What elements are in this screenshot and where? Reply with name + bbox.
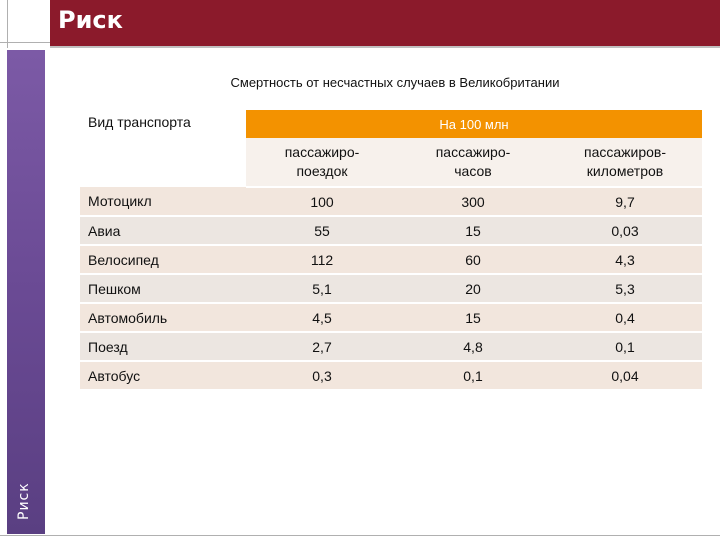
cell-km: 0,03 xyxy=(548,216,702,246)
table-row: Автобус 0,3 0,1 0,04 xyxy=(80,361,702,391)
cell-trips: 4,5 xyxy=(246,303,398,333)
table-row: Автомобиль 4,5 15 0,4 xyxy=(80,303,702,333)
cell-trips: 100 xyxy=(246,187,398,217)
header-transport-type: Вид транспорта xyxy=(80,110,246,187)
table-row: Авиа 55 15 0,03 xyxy=(80,216,702,246)
header-group: На 100 млн xyxy=(246,110,702,138)
cell-km: 5,3 xyxy=(548,274,702,304)
cell-hours: 15 xyxy=(398,216,548,246)
row-label: Мотоцикл xyxy=(80,187,246,217)
cell-hours: 300 xyxy=(398,187,548,217)
title-underline xyxy=(50,46,720,48)
cell-trips: 55 xyxy=(246,216,398,246)
corner-line-vertical xyxy=(7,0,8,48)
row-label: Пешком xyxy=(80,274,246,304)
table-header-row-1: Вид транспорта На 100 млн xyxy=(80,110,702,187)
cell-hours: 20 xyxy=(398,274,548,304)
header-col-km-line1: пассажиров- xyxy=(583,144,666,160)
side-bar-label: Риск xyxy=(16,482,32,520)
page-title: Риск xyxy=(58,6,123,34)
header-col-hours-line2: часов xyxy=(454,163,492,179)
mortality-table: Вид транспорта На 100 млн пассажиро- пое… xyxy=(80,110,702,391)
table-row: Поезд 2,7 4,8 0,1 xyxy=(80,332,702,362)
cell-km: 0,4 xyxy=(548,303,702,333)
header-col-trips-line2: поездок xyxy=(296,163,348,179)
table-row: Пешком 5,1 20 5,3 xyxy=(80,274,702,304)
bottom-divider xyxy=(0,535,720,536)
row-label: Автобус xyxy=(80,361,246,391)
cell-trips: 112 xyxy=(246,245,398,275)
corner-block xyxy=(0,0,50,48)
cell-km: 4,3 xyxy=(548,245,702,275)
header-col-trips: пассажиро- поездок xyxy=(246,138,398,188)
cell-km: 0,1 xyxy=(548,332,702,362)
cell-km: 9,7 xyxy=(548,187,702,217)
row-label: Велосипед xyxy=(80,245,246,275)
title-bar xyxy=(50,0,720,46)
table-header-row-2: пассажиро- поездок пассажиро- часов пасс… xyxy=(80,138,702,188)
row-label: Автомобиль xyxy=(80,303,246,333)
side-bar xyxy=(7,50,45,534)
table-row: Велосипед 112 60 4,3 xyxy=(80,245,702,275)
cell-km: 0,04 xyxy=(548,361,702,391)
cell-hours: 4,8 xyxy=(398,332,548,362)
header-transport-type-label: Вид транспорта xyxy=(88,114,191,130)
header-col-trips-line1: пассажиро- xyxy=(284,144,360,160)
cell-hours: 0,1 xyxy=(398,361,548,391)
header-col-km: пассажиров- километров xyxy=(548,138,702,188)
cell-trips: 5,1 xyxy=(246,274,398,304)
header-col-hours: пассажиро- часов xyxy=(398,138,548,188)
cell-trips: 2,7 xyxy=(246,332,398,362)
header-col-km-line2: километров xyxy=(586,163,664,179)
cell-hours: 60 xyxy=(398,245,548,275)
corner-line-horizontal xyxy=(0,42,50,43)
row-label: Поезд xyxy=(80,332,246,362)
cell-hours: 15 xyxy=(398,303,548,333)
table-row: Мотоцикл 100 300 9,7 xyxy=(80,187,702,217)
table-caption: Смертность от несчастных случаев в Велик… xyxy=(230,75,560,90)
row-label: Авиа xyxy=(80,216,246,246)
header-col-hours-line1: пассажиро- xyxy=(435,144,511,160)
cell-trips: 0,3 xyxy=(246,361,398,391)
